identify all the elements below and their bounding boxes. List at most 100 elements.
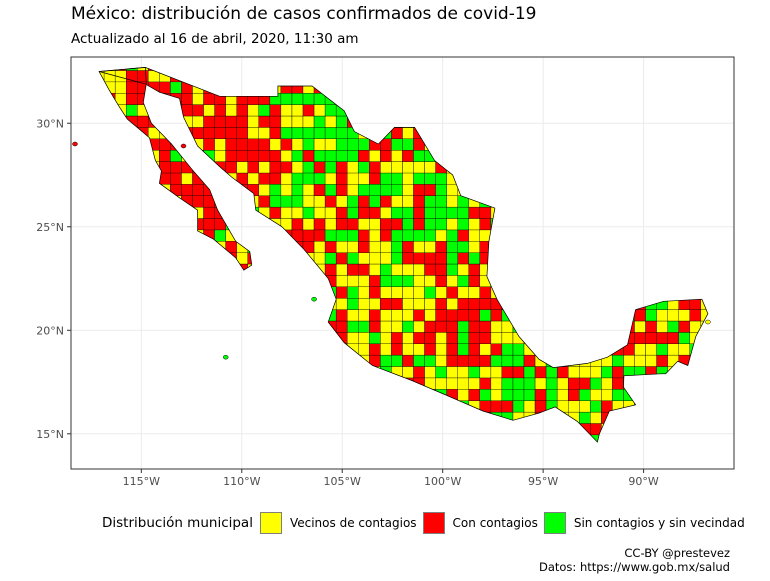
municipality-cell: [358, 275, 370, 287]
municipality-cell: [280, 161, 293, 174]
municipality-cell: [457, 377, 469, 390]
municipality-cell: [181, 93, 193, 105]
municipality-cell: [192, 104, 204, 117]
municipality-cell: [313, 184, 326, 196]
municipality-cell: [512, 366, 525, 379]
legend: Distribución municipal Vecinos de contag…: [102, 509, 751, 537]
municipality-cell: [468, 320, 480, 333]
municipality-cell: [557, 377, 569, 390]
municipality-cell: [468, 389, 480, 401]
municipality-cell: [457, 366, 469, 379]
municipality-cell: [391, 206, 403, 219]
municipality-cell: [358, 252, 370, 265]
municipality-cell: [358, 195, 370, 208]
municipality-cell: [391, 184, 403, 196]
municipality-cell: [512, 400, 525, 413]
municipality-cell: [324, 104, 337, 117]
municipality-cell: [391, 172, 403, 185]
municipality-cell: [590, 411, 602, 424]
legend-item-con-contagios: Con contagios: [422, 512, 538, 534]
municipality-cell: [446, 263, 458, 276]
municipality-cell: [590, 377, 602, 390]
municipality-cell: [291, 93, 304, 105]
municipality-cell: [446, 286, 458, 299]
legend-label-con-contagios: Con contagios: [452, 516, 538, 530]
municipality-cell: [280, 93, 293, 105]
municipality-cell: [402, 263, 414, 276]
municipality-cell: [336, 127, 348, 139]
municipality-cell: [568, 366, 580, 379]
tick-label-lat: 30°N: [36, 117, 64, 130]
map-panel-border: [70, 56, 735, 470]
municipality-cell: [324, 127, 337, 139]
municipality-cell: [269, 127, 282, 139]
municipality-cell: [336, 309, 348, 322]
municipality-cell: [236, 161, 248, 174]
municipality-cell: [247, 161, 259, 174]
municipality-cell: [380, 320, 392, 333]
municipality-cell: [247, 150, 259, 162]
map-subtitle: Actualizado al 16 de abril, 2020, 11:30 …: [71, 31, 359, 47]
municipality-cell: [446, 366, 458, 379]
municipality-cell: [391, 150, 403, 162]
municipality-cell: [369, 241, 381, 253]
municipality-cell: [446, 320, 458, 333]
municipality-cell: [402, 218, 414, 231]
municipality-cell: [347, 298, 359, 310]
municipality-cell: [402, 229, 414, 242]
municipality-cell: [380, 252, 392, 265]
municipality-cell: [656, 332, 668, 344]
municipality-cell: [413, 229, 425, 242]
legend-title: Distribución municipal: [102, 515, 253, 531]
municipality-cell: [479, 320, 492, 333]
municipality-cell: [413, 218, 425, 231]
municipality-cell: [656, 320, 668, 333]
municipality-cell: [336, 263, 348, 276]
municipality-cell: [313, 195, 326, 208]
municipality-cell: [468, 366, 480, 379]
municipality-cell: [258, 127, 270, 139]
municipality-cell: [435, 332, 447, 344]
municipality-cell: [402, 241, 414, 253]
municipality-cell: [634, 309, 646, 322]
legend-item-sin-contagios: Sin contagios y sin vecindad: [543, 512, 745, 534]
municipality-cell: [424, 161, 436, 174]
municipality-cell: [656, 343, 668, 356]
map-axes: 115°W 110°W 105°W 100°W 95°W 90°W 30°N 25°N 20°N…: [36, 117, 659, 488]
municipality-cell: [424, 343, 436, 356]
municipality-cell: [435, 252, 447, 265]
municipality-cell: [490, 354, 503, 367]
municipality-cell: [479, 366, 492, 379]
municipality-cell: [413, 332, 425, 344]
municipality-cell: [280, 138, 293, 151]
municipality-cell: [137, 70, 149, 83]
municipality-cell: [203, 138, 215, 151]
municipality-cell: [358, 184, 370, 196]
municipality-cell: [424, 354, 436, 367]
island-revillagigedo: [222, 354, 229, 360]
municipality-cell: [579, 411, 591, 424]
municipality-cell: [413, 241, 425, 253]
municipality-cell: [115, 81, 127, 94]
caption-source: Datos: https://www.gob.mx/salud: [538, 560, 730, 574]
municipality-cell: [523, 389, 536, 401]
municipality-cell: [126, 93, 138, 105]
municipality-cell: [446, 206, 458, 219]
municipality-cell: [457, 286, 469, 299]
municipality-cell: [324, 150, 337, 162]
municipality-cell: [313, 161, 326, 174]
municipality-cell: [435, 320, 447, 333]
municipality-cell: [590, 400, 602, 413]
municipality-cell: [402, 332, 414, 344]
municipality-cell: [347, 320, 359, 333]
municipality-cell: [391, 332, 403, 344]
legend-swatch-sin-contagios: [543, 512, 566, 534]
municipality-cell: [645, 332, 657, 344]
municipality-cell: [435, 309, 447, 322]
municipality-cell: [490, 389, 503, 401]
municipality-cell: [391, 275, 403, 287]
municipality-cell: [380, 309, 392, 322]
municipality-cell: [457, 252, 469, 265]
municipality-cell: [258, 172, 270, 185]
municipality-cell: [291, 161, 304, 174]
